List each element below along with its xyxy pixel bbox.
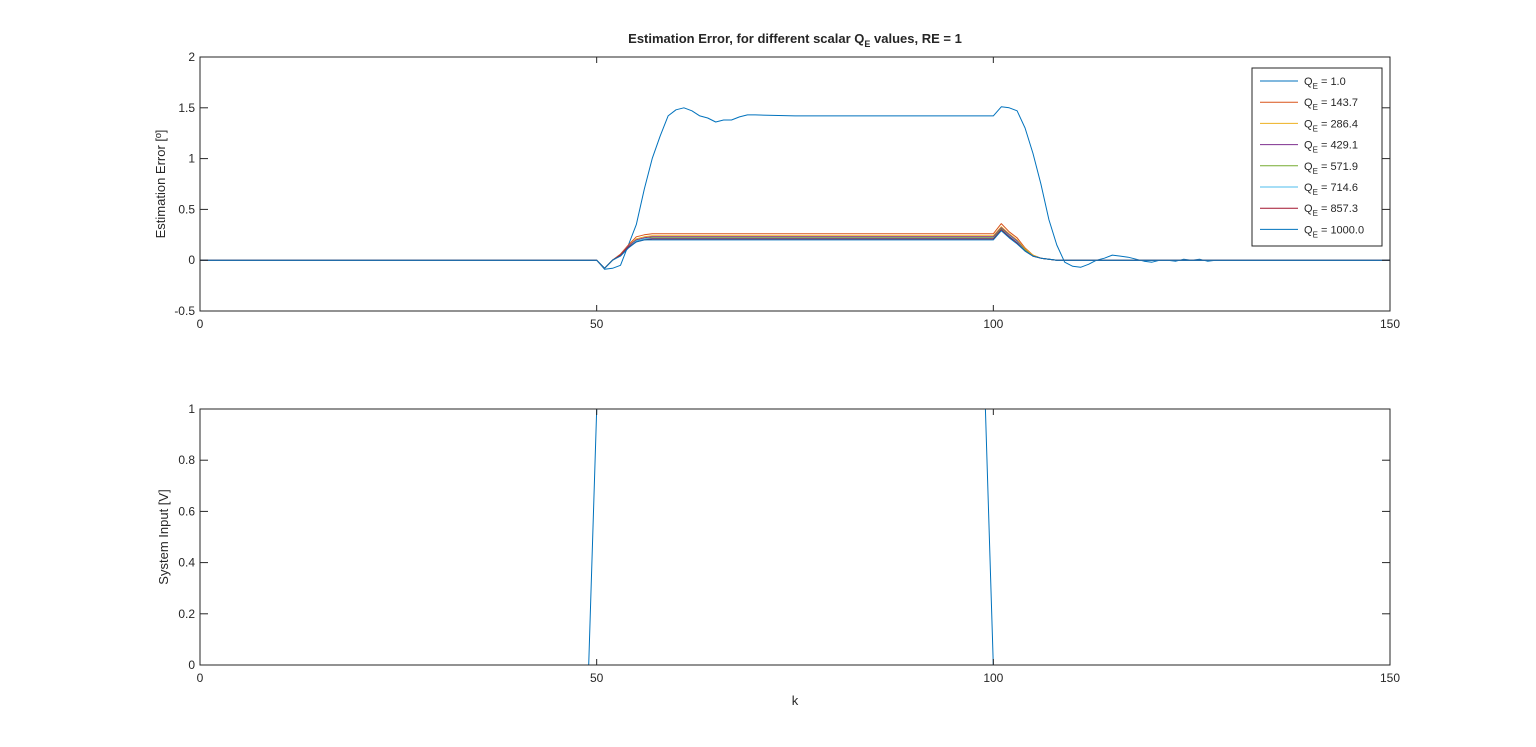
legend-entry: QE = 1000.0 <box>1304 224 1364 239</box>
legend-entry: QE = 714.6 <box>1304 182 1358 197</box>
series-line-0-0 <box>200 106 1390 270</box>
y-tick-label: 0.6 <box>178 504 195 518</box>
legend-entry: QE = 571.9 <box>1304 161 1358 176</box>
y-tick-label: 1 <box>188 402 195 416</box>
bottom-axes-box <box>199 408 1391 666</box>
y-tick-label: 0.5 <box>178 202 195 216</box>
top-ylabel: Estimation Error [º] <box>153 130 168 239</box>
series-line-0-1 <box>200 223 1390 269</box>
x-tick-label: 0 <box>197 317 204 331</box>
y-tick-label: 0.2 <box>178 607 195 621</box>
top-legend: QE = 1.0 QE = 143.7 QE = 286.4 QE = 429.1 QE… <box>1251 67 1383 247</box>
bottom-plot-area <box>200 408 1390 666</box>
x-tick-label: 100 <box>983 671 1003 685</box>
y-tick-label: -0.5 <box>174 304 195 318</box>
y-tick-label: 0.8 <box>178 453 195 467</box>
bottom-ticks: 0 50 100 150 0 0.2 0.4 0.6 0.8 1 <box>178 402 1400 685</box>
y-tick-label: 1 <box>188 152 195 166</box>
x-tick-label: 50 <box>590 671 604 685</box>
y-tick-label: 0 <box>188 253 195 267</box>
y-tick-label: 1.5 <box>178 101 195 115</box>
series-line-0-2 <box>200 226 1390 269</box>
top-axes: Estimation Error, for different scalar Q… <box>153 31 1400 331</box>
x-tick-label: 0 <box>197 671 204 685</box>
legend-box <box>1251 67 1383 247</box>
x-tick-label: 150 <box>1380 671 1400 685</box>
series-line-0-7 <box>200 230 1390 269</box>
bottom-axes: System Input [V] k 0 50 100 150 0 0.2 0.4 0.6 0.… <box>156 402 1400 708</box>
x-tick-label: 50 <box>590 317 604 331</box>
bottom-xlabel: k <box>792 693 799 708</box>
top-axes-box <box>199 56 1391 312</box>
series-line-0-4 <box>200 228 1390 269</box>
legend-entry: QE = 857.3 <box>1304 203 1358 218</box>
y-tick-label: 0 <box>188 658 195 672</box>
legend-entry: QE = 1.0 <box>1304 76 1346 91</box>
top-ticks: 0 50 100 150-0.500.511.52 <box>174 50 1400 331</box>
x-tick-label: 150 <box>1380 317 1400 331</box>
legend-entry: QE = 286.4 <box>1304 118 1358 133</box>
bottom-ylabel: System Input [V] <box>156 489 171 584</box>
x-tick-label: 100 <box>983 317 1003 331</box>
legend-entry: QE = 143.7 <box>1304 97 1358 112</box>
y-tick-label: 2 <box>188 50 195 64</box>
series-line-1-0 <box>200 408 1390 666</box>
top-title: Estimation Error, for different scalar Q… <box>628 31 962 49</box>
top-plot-area <box>200 106 1390 270</box>
y-tick-label: 0.4 <box>178 556 195 570</box>
legend-entry: QE = 429.1 <box>1304 140 1358 155</box>
